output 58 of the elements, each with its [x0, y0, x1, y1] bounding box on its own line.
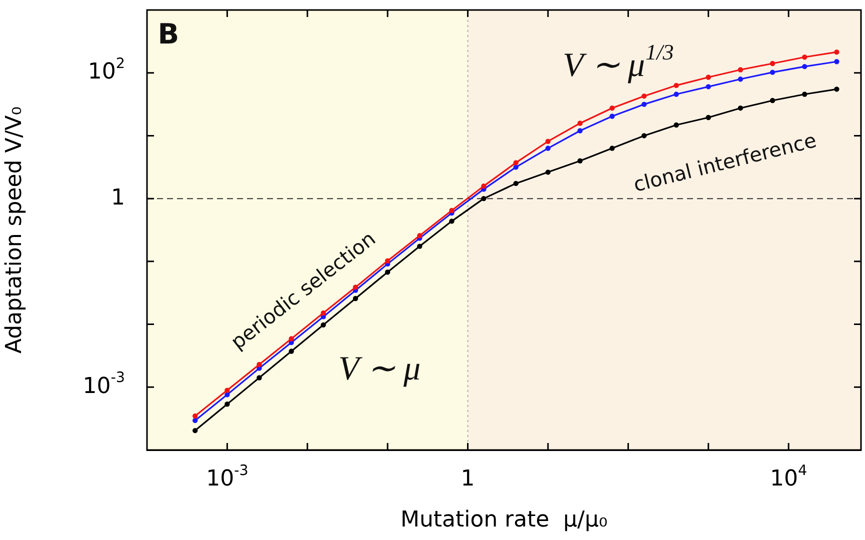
point	[224, 388, 230, 393]
point	[577, 120, 583, 126]
point	[224, 392, 230, 398]
point	[642, 93, 647, 99]
point	[224, 402, 230, 407]
point	[513, 164, 518, 170]
point	[706, 114, 711, 120]
point	[320, 310, 326, 316]
point	[192, 413, 198, 419]
point	[192, 428, 198, 434]
point	[449, 208, 454, 214]
point	[610, 114, 615, 119]
point	[770, 98, 776, 104]
x-axis-title: Mutation rate μ/μ₀	[400, 508, 608, 533]
y-tick-label: 1	[111, 185, 126, 210]
point	[513, 180, 518, 186]
point	[770, 70, 776, 75]
point	[610, 146, 615, 151]
point	[738, 106, 744, 111]
point	[802, 64, 808, 70]
point	[802, 54, 808, 60]
point	[417, 244, 422, 249]
point	[706, 74, 711, 80]
point	[738, 67, 744, 72]
point	[384, 258, 390, 264]
annotation: V ∼ μ	[338, 350, 421, 388]
x-tick-label: 1	[460, 466, 475, 492]
point	[834, 86, 840, 92]
point	[674, 122, 679, 128]
point	[545, 138, 551, 144]
point	[642, 102, 647, 107]
point	[192, 418, 198, 424]
point	[610, 106, 615, 111]
point	[802, 92, 808, 97]
point	[352, 296, 358, 302]
point	[417, 233, 422, 238]
point	[545, 170, 551, 175]
point	[256, 375, 262, 380]
point	[834, 59, 840, 64]
point	[706, 84, 711, 90]
point	[449, 218, 454, 224]
point	[770, 60, 776, 66]
point	[481, 196, 486, 202]
point	[577, 158, 583, 164]
point	[642, 133, 647, 138]
point	[674, 82, 679, 88]
point	[320, 322, 326, 328]
point	[577, 128, 583, 134]
point	[384, 270, 390, 275]
point	[256, 362, 262, 368]
point	[674, 92, 679, 97]
y-axis-title: Adaptation speed V/V₀	[2, 106, 27, 354]
annotation: B	[158, 18, 180, 51]
point	[834, 49, 840, 55]
point	[545, 146, 551, 151]
point	[513, 160, 518, 166]
point	[738, 76, 744, 82]
point	[481, 183, 486, 189]
